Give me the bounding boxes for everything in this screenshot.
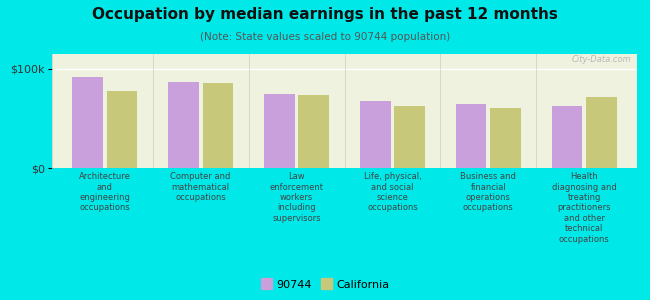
Text: City-Data.com: City-Data.com [571, 55, 631, 64]
Bar [586, 97, 617, 168]
Bar [552, 106, 582, 168]
Bar [360, 100, 391, 168]
Bar [298, 94, 329, 168]
Bar [490, 107, 521, 168]
Bar [107, 91, 137, 168]
Bar [456, 103, 486, 168]
Legend: 90744, California: 90744, California [256, 275, 394, 294]
Bar [203, 83, 233, 168]
Text: (Note: State values scaled to 90744 population): (Note: State values scaled to 90744 popu… [200, 32, 450, 41]
Bar [395, 106, 425, 168]
Bar [264, 94, 294, 168]
Bar [72, 77, 103, 168]
Text: Occupation by median earnings in the past 12 months: Occupation by median earnings in the pas… [92, 8, 558, 22]
Bar [168, 82, 199, 168]
